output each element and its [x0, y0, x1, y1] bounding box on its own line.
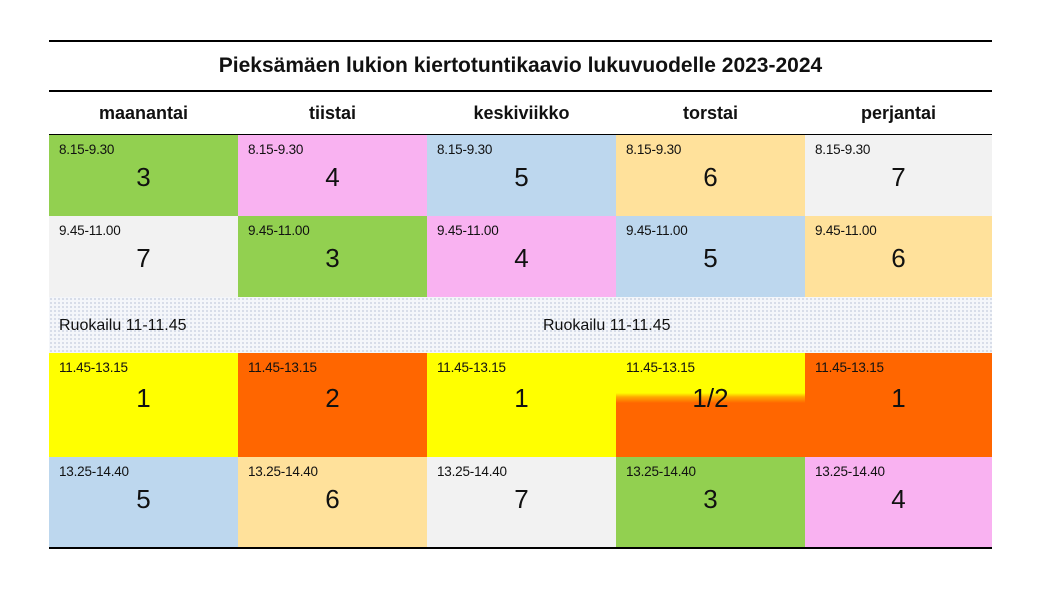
day-header-maanantai: maanantai [98, 103, 189, 123]
time-slot-label: 13.25-14.40 [248, 464, 318, 479]
schedule-cell-perjantai: 9.45-11.00 6 [805, 216, 992, 297]
day-header-perjantai: perjantai [860, 103, 937, 123]
schedule-cell-keskiviikko: 8.15-9.30 5 [427, 135, 616, 216]
top-border [49, 40, 992, 42]
time-slot-label: 9.45-11.00 [626, 223, 688, 238]
time-slot-label: 8.15-9.30 [437, 142, 493, 157]
period-number: 7 [136, 243, 151, 273]
time-slot-label: 9.45-11.00 [248, 223, 310, 238]
period-number: 6 [703, 162, 718, 192]
bottom-border [49, 547, 992, 549]
schedule-cell-torstai: 11.45-13.15 1/2 [616, 353, 805, 457]
lunch-label-left: Ruokailu 11-11.45 [59, 317, 187, 334]
time-slot-label: 13.25-14.40 [626, 464, 696, 479]
time-slot-label: 11.45-13.15 [626, 360, 695, 375]
period-number: 7 [891, 162, 906, 192]
time-slot-label: 8.15-9.30 [248, 142, 304, 157]
period-number: 3 [136, 162, 151, 192]
period-number: 2 [325, 383, 340, 413]
period-number: 7 [514, 484, 529, 514]
time-slot-label: 11.45-13.15 [248, 360, 317, 375]
day-header-tiistai: tiistai [308, 103, 356, 123]
schedule-cell-maanantai: 11.45-13.15 1 [49, 353, 238, 457]
period-number: 6 [891, 243, 906, 273]
schedule-cell-keskiviikko: 11.45-13.15 1 [427, 353, 616, 457]
schedule-cell-tiistai: 9.45-11.00 3 [238, 216, 427, 297]
period-number: 4 [325, 162, 340, 192]
time-slot-label: 13.25-14.40 [815, 464, 885, 479]
page-title: Pieksämäen lukion kiertotuntikaavio luku… [218, 54, 823, 77]
period-number: 4 [891, 484, 906, 514]
time-slot-label: 8.15-9.30 [59, 142, 115, 157]
schedule-cell-perjantai: 11.45-13.15 1 [805, 353, 992, 457]
period-number: 3 [325, 243, 340, 273]
time-slot-label: 13.25-14.40 [437, 464, 507, 479]
period-number: 1 [136, 383, 151, 413]
time-slot-label: 11.45-13.15 [815, 360, 884, 375]
time-slot-label: 13.25-14.40 [59, 464, 129, 479]
schedule-cell-torstai: 8.15-9.30 6 [616, 135, 805, 216]
time-slot-label: 9.45-11.00 [59, 223, 121, 238]
lunch-band [49, 297, 992, 353]
day-header-torstai: torstai [682, 103, 738, 123]
period-number: 4 [514, 243, 529, 273]
schedule-cell-maanantai: 9.45-11.00 7 [49, 216, 238, 297]
period-number: 5 [703, 243, 718, 273]
schedule-cell-tiistai: 8.15-9.30 4 [238, 135, 427, 216]
period-number: 1 [891, 383, 906, 413]
title-divider [49, 90, 992, 92]
period-number: 1/2 [692, 383, 729, 413]
period-number: 6 [325, 484, 340, 514]
period-number: 3 [703, 484, 718, 514]
schedule-cell-tiistai: 13.25-14.40 6 [238, 457, 427, 547]
period-number: 5 [136, 484, 151, 514]
schedule-cell-keskiviikko: 9.45-11.00 4 [427, 216, 616, 297]
period-number: 1 [514, 383, 529, 413]
time-slot-label: 11.45-13.15 [59, 360, 128, 375]
schedule-cell-maanantai: 13.25-14.40 5 [49, 457, 238, 547]
header-divider [49, 134, 992, 135]
time-slot-label: 9.45-11.00 [815, 223, 877, 238]
schedule-cell-tiistai: 11.45-13.15 2 [238, 353, 427, 457]
schedule-cell-perjantai: 13.25-14.40 4 [805, 457, 992, 547]
schedule-cell-perjantai: 8.15-9.30 7 [805, 135, 992, 216]
schedule-cell-maanantai: 8.15-9.30 3 [49, 135, 238, 216]
period-number: 5 [514, 162, 529, 192]
schedule-cell-keskiviikko: 13.25-14.40 7 [427, 457, 616, 547]
time-slot-label: 8.15-9.30 [815, 142, 871, 157]
time-slot-label: 11.45-13.15 [437, 360, 506, 375]
schedule-cell-torstai: 13.25-14.40 3 [616, 457, 805, 547]
time-slot-label: 9.45-11.00 [437, 223, 499, 238]
lunch-label-center: Ruokailu 11-11.45 [543, 317, 671, 334]
schedule-cell-torstai: 9.45-11.00 5 [616, 216, 805, 297]
day-header-keskiviikko: keskiviikko [473, 103, 570, 123]
time-slot-label: 8.15-9.30 [626, 142, 682, 157]
